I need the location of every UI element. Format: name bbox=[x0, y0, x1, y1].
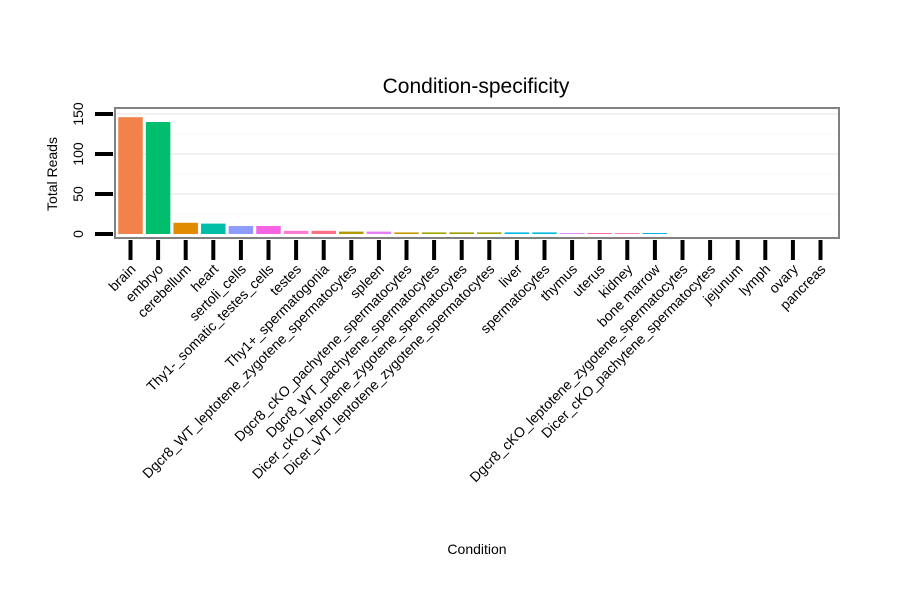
bar-heart bbox=[201, 223, 226, 234]
bar-dgcr8-cko-pachytene-spermatocytes bbox=[394, 232, 419, 234]
bar-testes bbox=[283, 230, 309, 234]
bar-sertoli-cells bbox=[228, 226, 254, 234]
bar-thymus bbox=[559, 233, 585, 234]
bar-dicer-wt-leptotene-zygotene-spermatocytes bbox=[477, 232, 502, 234]
bar-spermatocytes bbox=[532, 232, 557, 234]
y-axis-ticks: 0 50 100 150 bbox=[70, 102, 113, 238]
x-axis-ticks: brainembryocerebellumheartsertoli_cellsT… bbox=[105, 240, 829, 485]
bar-dicer-cko-leptotene-zygotene-spermatocytes bbox=[449, 232, 474, 234]
y-tick-label: 50 bbox=[70, 186, 86, 202]
x-axis-label: Condition bbox=[447, 541, 506, 557]
bar-dgcr8-wt-pachytene-spermatocytes bbox=[421, 232, 447, 234]
bar-bone-marrow bbox=[642, 233, 668, 234]
bar-cerebellum bbox=[173, 222, 198, 234]
bar-brain bbox=[118, 117, 143, 234]
gridlines bbox=[117, 113, 838, 215]
y-tick-label: 0 bbox=[70, 230, 86, 238]
bars bbox=[118, 117, 668, 234]
bar-spleen bbox=[366, 231, 392, 234]
bar-dgcr8-wt-leptotene-zygotene-spermatocytes bbox=[339, 231, 364, 234]
y-tick-label: 150 bbox=[70, 102, 86, 126]
bar-embryo bbox=[145, 122, 171, 234]
x-tick-label: lymph bbox=[736, 261, 774, 299]
y-tick-label: 100 bbox=[70, 142, 86, 166]
bar-liver bbox=[504, 232, 530, 234]
bar-thy1-somatic-testes-cells bbox=[256, 226, 281, 234]
y-axis-label: Total Reads bbox=[44, 137, 60, 211]
bar-uterus bbox=[587, 233, 612, 234]
chart-title: Condition-specificity bbox=[383, 75, 570, 98]
bar-thy1-spermatogonia bbox=[311, 230, 336, 234]
bar-kidney bbox=[615, 233, 640, 234]
plot-border bbox=[114, 107, 840, 239]
